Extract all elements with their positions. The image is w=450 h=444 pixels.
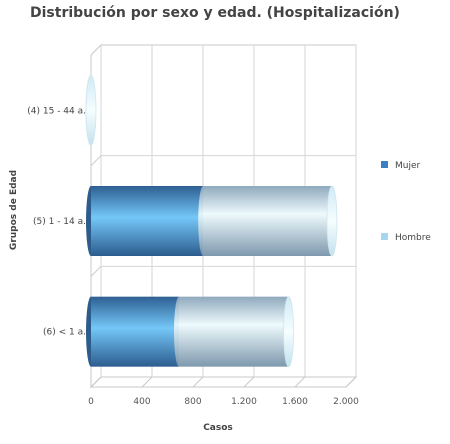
x-gridline-floor	[294, 376, 306, 388]
x-tick-label: 1.600	[282, 397, 308, 407]
x-gridline-floor	[345, 376, 357, 388]
axis-labels: 0 400 800 1.200 1.600 2.000 (4) 15 - 44 a. (5) …	[9, 106, 359, 433]
x-axis-title: Casos	[203, 423, 233, 433]
x-tick-label: 400	[133, 397, 150, 407]
y-gridline-wall	[90, 265, 102, 277]
legend-label-hombre: Hombre	[395, 233, 431, 243]
bar-end-cap	[283, 296, 295, 368]
y-tick-label: (5) 1 - 14 a.	[33, 217, 86, 227]
bar-start-cap	[85, 74, 92, 146]
x-gridline-floor	[192, 376, 204, 388]
x-tick-label: 2.000	[333, 397, 359, 407]
legend-swatch-mujer	[381, 161, 388, 168]
bar-end-cap	[326, 185, 338, 257]
chart-title: Distribución por sexo y edad. (Hospitali…	[30, 5, 400, 21]
x-tick-label: 800	[184, 397, 201, 407]
y-axis-title: Grupos de Edad	[9, 170, 19, 250]
bar-mujer	[91, 296, 179, 367]
x-tick-label: 0	[88, 397, 94, 407]
bar-hombre	[178, 296, 289, 367]
bar-mujer	[91, 186, 204, 256]
x-gridline-floor	[90, 376, 102, 388]
y-tick-label: (4) 15 - 44 a.	[27, 106, 86, 116]
bar-joint	[198, 186, 209, 256]
bar-start-cap	[86, 296, 91, 367]
bar-hombre	[203, 186, 332, 256]
y-gridline-wall	[90, 155, 102, 167]
legend-label-mujer: Mujer	[395, 161, 421, 171]
bar-joint	[173, 296, 184, 367]
legend: Mujer Hombre	[381, 161, 431, 243]
bars	[85, 74, 338, 368]
bar-start-cap	[86, 186, 91, 256]
x-tick-label: 1.200	[231, 397, 257, 407]
y-tick-label: (6) < 1 a.	[43, 328, 86, 338]
x-gridline-floor	[141, 376, 153, 388]
legend-swatch-hombre	[381, 233, 388, 240]
x-gridline-floor	[243, 376, 255, 388]
plot-floor	[89, 376, 358, 388]
